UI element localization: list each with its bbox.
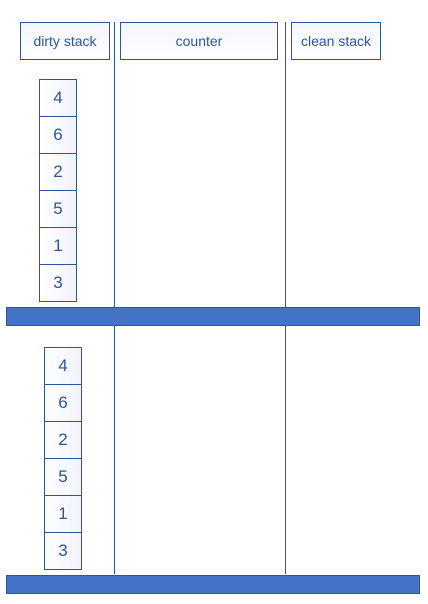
stack-item: 6 [39, 116, 77, 154]
stack-item: 1 [44, 495, 82, 533]
divider-right [285, 22, 286, 574]
stack-item: 3 [44, 532, 82, 570]
stack-item: 4 [44, 347, 82, 385]
stack-item: 1 [39, 227, 77, 265]
divider-left [114, 22, 115, 574]
shelf-top [6, 307, 420, 326]
stack-item: 3 [39, 264, 77, 302]
stack-item: 2 [39, 153, 77, 191]
counter-header: counter [120, 22, 278, 60]
shelf-bottom [6, 575, 420, 594]
clean-stack-header: clean stack [291, 22, 381, 60]
stack-item: 2 [44, 421, 82, 459]
stack-item: 5 [44, 458, 82, 496]
stack-item: 4 [39, 79, 77, 117]
stack-item: 6 [44, 384, 82, 422]
dirty-stack-top: 4 6 2 5 1 3 [39, 79, 77, 302]
dirty-stack-bottom: 4 6 2 5 1 3 [44, 347, 82, 570]
dirty-stack-header: dirty stack [20, 22, 110, 60]
stack-item: 5 [39, 190, 77, 228]
